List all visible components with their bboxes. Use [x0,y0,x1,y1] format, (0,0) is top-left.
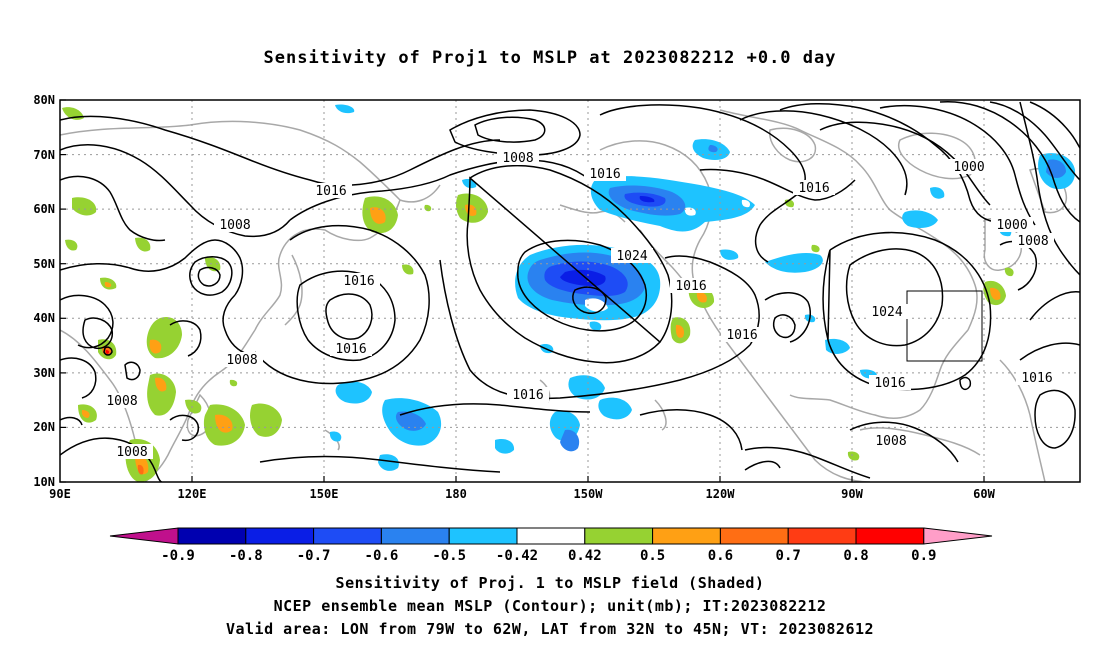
contour-labels: 1008 1016 1016 1008 1016 1024 1016 1000 … [101,150,1058,460]
colorbar-swatch [787,527,857,545]
svg-text:1008: 1008 [219,218,250,233]
valid-area-box [906,290,983,362]
colorbar-label: 0.6 [708,548,733,564]
axis-ticks [60,99,985,483]
contour-label: 1016 [721,327,763,343]
colorbar-swatch [313,527,382,545]
colorbar-swatch [177,527,247,545]
lon-label: 120W [706,487,736,501]
positive-sensitivity-shading [62,107,1014,482]
lon-label: 120E [178,487,207,501]
contour-label: 1008 [101,393,143,409]
colorbar-label: 0.9 [911,548,936,564]
svg-text:1000: 1000 [953,160,984,175]
svg-text:1016: 1016 [343,274,374,289]
colorbar-label: -0.7 [297,548,331,564]
colorbar-swatch [448,527,518,545]
contour-label: 1024 [866,304,908,320]
svg-text:1008: 1008 [875,434,906,449]
contour-label: 1016 [310,183,352,199]
caption-shaded: Sensitivity of Proj. 1 to MSLP field (Sh… [335,574,765,592]
colorbar-label: 0.5 [640,548,665,564]
lon-label: 90E [49,487,71,501]
lat-label: 60N [33,202,55,216]
svg-text:1008: 1008 [116,445,147,460]
lat-label: 80N [33,93,55,107]
contour-label: 1016 [670,278,712,294]
svg-text:1016: 1016 [874,376,905,391]
lat-label: 10N [33,475,55,489]
lat-label: 70N [33,148,55,162]
svg-text:1008: 1008 [502,151,533,166]
colorbar-label: 0.8 [843,548,868,564]
latitude-labels: 80N 70N 60N 50N 40N 30N 20N 10N [33,93,55,489]
contour-label: 1008 [221,352,263,368]
colorbar-label: -0.42 [496,548,538,564]
colorbar-min-arrow [109,527,179,545]
svg-text:1008: 1008 [226,353,257,368]
svg-text:1024: 1024 [871,305,902,320]
caption-contour: NCEP ensemble mean MSLP (Contour); unit(… [273,597,827,615]
colorbar-label: -0.8 [229,548,263,564]
svg-text:1016: 1016 [726,328,757,343]
svg-text:1024: 1024 [616,249,647,264]
contour-label: 1008 [214,217,256,233]
colorbar-swatch [855,527,925,545]
contour-label: 1000 [991,217,1033,233]
svg-text:1016: 1016 [798,181,829,196]
colorbar-swatch [652,527,721,545]
contour-label: 1016 [869,375,911,391]
lat-label: 20N [33,420,55,434]
lat-label: 40N [33,311,55,325]
colorbar-max-arrow [923,527,993,545]
lon-label: 90W [841,487,863,501]
contour-label: 1000 [948,159,990,175]
svg-text:1016: 1016 [589,167,620,182]
lon-label: 150W [574,487,604,501]
lon-label: 150E [310,487,339,501]
contour-label: 1008 [1012,233,1054,249]
contour-label: 1008 [870,433,912,449]
svg-text:1016: 1016 [512,388,543,403]
contour-label: 1016 [793,180,835,196]
lat-label: 30N [33,366,55,380]
svg-text:1008: 1008 [1017,234,1048,249]
svg-text:1008: 1008 [106,394,137,409]
lon-label: 180 [445,487,467,501]
svg-text:1016: 1016 [675,279,706,294]
map-frame [59,99,1081,483]
colorbar-label: -0.6 [365,548,399,564]
svg-text:1000: 1000 [996,218,1027,233]
contour-label: 1024 [611,248,653,264]
colorbar-label: -0.5 [432,548,466,564]
colorbar-labels: -0.9 -0.8 -0.7 -0.6 -0.5 -0.42 0.42 0.5 … [161,548,936,564]
longitude-labels: 90E 120E 150E 180 150W 120W 90W 60W [49,487,995,501]
contour-label: 1016 [1016,370,1058,386]
colorbar-swatch [584,527,654,545]
colorbar-swatch [380,527,450,545]
svg-text:1016: 1016 [335,342,366,357]
colorbar-label: 0.42 [568,548,602,564]
map-title: Sensitivity of Proj1 to MSLP at 20230822… [263,48,837,68]
colorbar-label: -0.9 [161,548,195,564]
colorbar-swatch [245,527,315,545]
colorbar [109,527,993,545]
mslp-contours [60,100,1080,482]
caption-valid-area: Valid area: LON from 79W to 62W, LAT fro… [225,620,875,638]
contour-label: 1016 [507,387,549,403]
lon-label: 60W [973,487,995,501]
colorbar-swatch [719,527,789,545]
contour-label: 1016 [584,166,626,182]
contour-label: 1016 [338,273,380,289]
lat-label: 50N [33,257,55,271]
colorbar-label: 0.7 [776,548,801,564]
contour-label: 1016 [330,341,372,357]
colorbar-swatch [516,527,586,545]
contour-label: 1008 [497,150,539,166]
contour-label: 1008 [111,444,153,460]
svg-text:1016: 1016 [1021,371,1052,386]
svg-text:1016: 1016 [315,184,346,199]
